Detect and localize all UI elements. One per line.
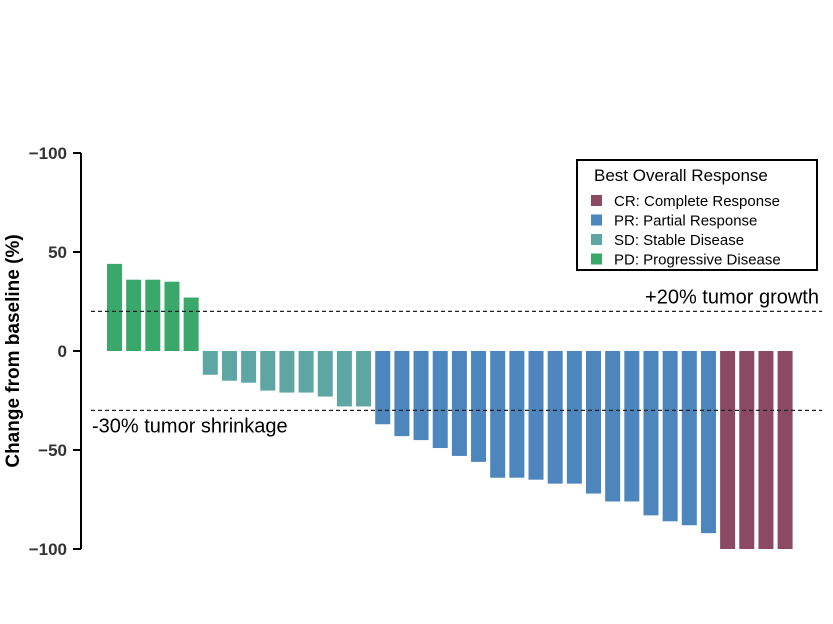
bar-pr [586,351,601,494]
legend-swatch-sd [591,234,602,245]
bars-group [107,263,793,549]
bar-pd [126,279,142,351]
bar-sd [221,351,237,381]
bar-pr [681,351,697,526]
bar-pr [451,351,467,456]
bar-pr [490,351,506,478]
y-tick-label: −50 [38,441,67,460]
legend-label-pr: PR: Partial Response [614,213,757,230]
bar-pr [624,351,640,502]
y-tick-label: −100 [29,144,67,163]
bar-sd [202,351,218,375]
bar-pr [605,351,621,502]
legend-swatch-pd [591,253,602,265]
legend-box [576,159,818,271]
bar-cr [720,351,736,549]
bar-pr [471,351,487,462]
bar-pr [432,351,448,449]
y-tick-label: 0 [58,342,67,361]
legend-label-sd: SD: Stable Disease [614,232,744,249]
bar-pd [183,297,199,351]
legend-label-pd: PD: Progressive Disease [614,252,781,269]
bar-pr [643,351,659,516]
legend-swatch-cr [591,195,602,206]
legend-swatch-pr [591,214,602,226]
bar-pr [547,351,563,484]
bar-sd [298,351,314,393]
bar-sd [336,351,352,407]
reference-line-label: +20% tumor growth [645,286,819,308]
bar-pd [107,263,122,351]
bar-pr [566,351,582,484]
bar-pr [528,351,544,480]
y-axis-ticks: −100 50 0 −50 −100 [29,144,81,559]
bar-cr [777,351,793,549]
bar-cr [739,351,755,549]
y-tick-label: 50 [48,243,67,262]
bar-cr [758,351,774,549]
bar-sd [241,351,257,383]
legend: Best Overall Response CR: Complete Respo… [576,159,818,271]
reference-lines: +20% tumor growth -30% tumor shrinkage [91,286,822,437]
reference-line-label: -30% tumor shrinkage [92,415,288,437]
bar-pr [700,351,716,534]
bar-sd [260,351,276,391]
bar-sd [317,351,333,397]
y-tick-label: −100 [29,540,67,559]
bar-pr [375,351,391,425]
bar-pr [394,351,410,437]
bar-sd [279,351,295,393]
bar-pd [145,279,161,351]
bar-pd [164,281,180,351]
bar-pr [662,351,678,522]
y-axis-title: Change from baseline (%) [3,234,24,467]
bar-pr [509,351,525,478]
bar-sd [356,351,372,407]
bar-pr [413,351,429,441]
legend-label-cr: CR: Complete Response [614,193,780,210]
legend-title: Best Overall Response [594,166,768,185]
